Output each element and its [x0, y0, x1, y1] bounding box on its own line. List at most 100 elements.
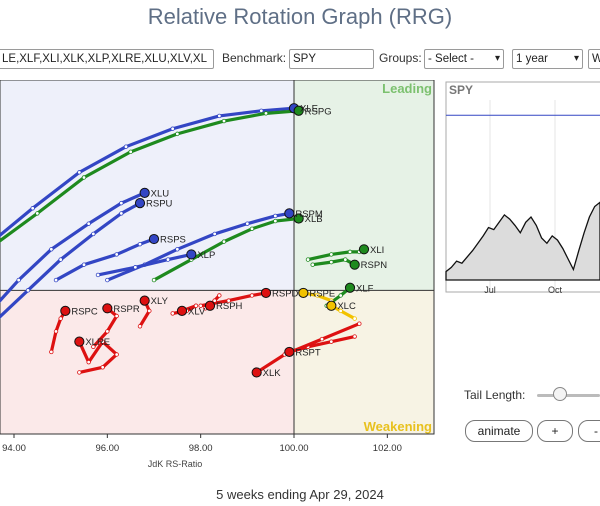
quadrant-improving — [0, 80, 294, 291]
head-xlf[interactable] — [344, 282, 356, 293]
benchmark-label: Benchmark: — [222, 51, 287, 65]
label-xlp: XLP — [197, 250, 215, 261]
head-rspn[interactable] — [349, 259, 360, 270]
head-rspm[interactable] — [284, 208, 295, 219]
chevron-down-icon: ▾ — [494, 53, 500, 64]
tail-point-rspm — [273, 213, 278, 219]
head-rspr[interactable] — [102, 303, 113, 314]
tail-rspn — [311, 257, 357, 267]
tail-point-xly — [147, 308, 152, 314]
tail-point-xlre — [114, 352, 119, 357]
rrg-tails — [0, 106, 366, 375]
tail-point-xlb — [273, 218, 278, 224]
head-rspg[interactable] — [293, 105, 304, 116]
tail-point-rspu — [91, 231, 96, 237]
tail-point-rspm — [212, 231, 217, 237]
tail-rspg — [0, 109, 301, 243]
tail-point-rspr — [91, 344, 96, 349]
tail-rspu — [0, 201, 142, 319]
tail-point-xlre — [100, 339, 105, 344]
tail-point-xlb — [151, 277, 157, 283]
tail-point-xli — [329, 252, 334, 257]
tail-point-xlu — [86, 221, 91, 226]
tail-plus-button[interactable]: + — [537, 420, 573, 442]
tail-point-rspg — [175, 131, 180, 137]
tail-point-rspd — [226, 298, 231, 303]
head-rspe[interactable] — [298, 287, 309, 299]
head-rspc[interactable] — [60, 305, 71, 316]
tail-point-rspd — [249, 293, 255, 298]
label-xlu: XLU — [151, 188, 170, 199]
tail-point-rspu — [25, 288, 31, 293]
tail-point-rspc — [58, 316, 63, 321]
animate-button[interactable]: animate — [465, 420, 533, 442]
tail-xlp — [96, 252, 193, 277]
tail-point-xlb — [221, 239, 227, 244]
tail-point-xlp — [165, 257, 171, 262]
head-xlv[interactable] — [176, 305, 188, 316]
tail-length-slider[interactable] — [553, 387, 567, 401]
tail-point-rspu — [58, 257, 63, 262]
tail-point-xlc — [338, 308, 343, 314]
label-xlb: XLB — [305, 214, 323, 225]
groups-select[interactable]: - Select - ▾ — [424, 49, 504, 69]
tail-length-label: Tail Length: — [464, 388, 526, 402]
tail-point-rspc — [49, 349, 54, 355]
x-axis-ticks: 94.00 96.00 98.00 100.00 102.00 — [2, 434, 402, 454]
tail-point-rspg — [35, 211, 40, 216]
tail-point-rspg — [263, 111, 269, 116]
tail-point-rspn — [343, 257, 348, 262]
groups-select-value: - Select - — [428, 53, 475, 65]
x-tick-label: 100.00 — [279, 443, 308, 454]
head-xly[interactable] — [139, 295, 150, 306]
tail-point-xlk — [357, 321, 362, 326]
tail-minus-button[interactable]: - — [578, 420, 600, 442]
label-rspg: RSPG — [305, 106, 332, 117]
label-rspn: RSPN — [361, 260, 388, 271]
head-xlk[interactable] — [251, 367, 262, 378]
tail-rspr — [91, 306, 119, 349]
quadrant-backgrounds — [0, 80, 435, 435]
tail-point-xle — [77, 170, 82, 175]
tail-xlre — [77, 340, 119, 375]
head-xlu[interactable] — [139, 187, 150, 198]
head-rspd[interactable] — [260, 287, 272, 299]
label-xlre: XLRE — [85, 337, 110, 348]
tail-point-rspg — [221, 118, 227, 124]
head-rspu[interactable] — [134, 198, 146, 209]
benchmark-input[interactable]: SPY — [289, 49, 374, 69]
head-xlre[interactable] — [74, 336, 85, 347]
tail-point-xlu — [49, 247, 54, 252]
head-rspt[interactable] — [284, 346, 295, 358]
head-rsph[interactable] — [204, 300, 216, 311]
tail-point-xlc — [352, 316, 357, 321]
label-xle: XLE — [300, 104, 318, 115]
tail-point-xli — [305, 257, 311, 262]
period-select-value: 1 year — [516, 53, 548, 65]
period-select[interactable]: 1 year ▾ — [512, 49, 583, 69]
label-xly: XLY — [151, 296, 169, 307]
tail-point-xle — [217, 113, 222, 119]
tail-point-rsps — [53, 277, 59, 283]
tail-point-xlp — [133, 265, 138, 270]
tail-length-track[interactable] — [537, 394, 600, 397]
head-rsps[interactable] — [148, 233, 160, 245]
tail-point-xlu — [119, 200, 124, 206]
tail-point-rspc — [53, 329, 59, 334]
head-xlc[interactable] — [326, 300, 337, 311]
symbols-input[interactable]: LE,XLF,XLI,XLK,XLP,XLRE,XLU,XLV,XL — [0, 49, 214, 69]
plot-frame — [0, 80, 435, 435]
tail-point-xly — [137, 324, 143, 329]
head-xli[interactable] — [358, 244, 370, 255]
tail-point-rspt — [329, 339, 334, 344]
tail-point-xle — [123, 144, 129, 149]
tail-xlu — [0, 191, 147, 303]
head-xlb[interactable] — [293, 213, 304, 224]
head-xlp[interactable] — [186, 249, 197, 260]
tail-point-rsps — [114, 252, 119, 257]
quadrant-leading — [294, 80, 434, 291]
extra-select[interactable]: W — [588, 49, 600, 69]
label-rspe: RSPE — [309, 288, 335, 299]
tail-point-xlre — [77, 370, 82, 375]
